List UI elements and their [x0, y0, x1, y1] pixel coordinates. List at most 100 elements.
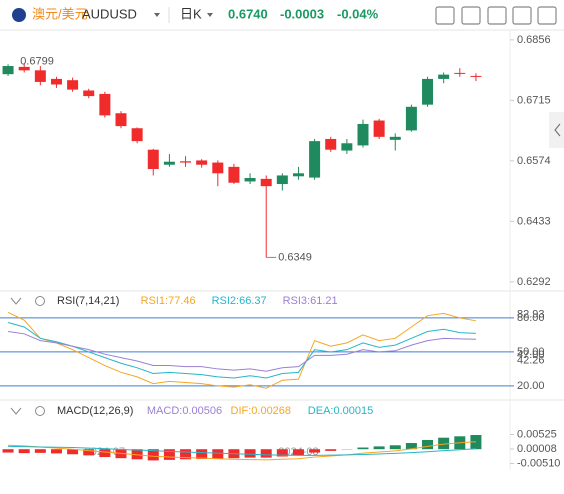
- macd-bar: [34, 449, 46, 453]
- y-tick-label: 0.00008: [517, 443, 557, 455]
- side-tab[interactable]: [549, 112, 564, 148]
- y-tick-label: 80.00: [517, 312, 545, 324]
- candle-body: [147, 149, 159, 170]
- macd-bar: [18, 449, 30, 454]
- macd-bar: [357, 447, 369, 450]
- candle-body: [163, 161, 175, 165]
- legend-entry: MACD:0.00506: [147, 405, 222, 417]
- symbol[interactable]: AUDUSD: [82, 6, 137, 21]
- y-tick-label: 0.6433: [517, 215, 551, 227]
- period[interactable]: 日K: [180, 6, 202, 21]
- candle-body: [341, 143, 353, 151]
- candle-body: [276, 175, 288, 185]
- series-line: [8, 445, 476, 456]
- side-arrow[interactable]: [554, 123, 561, 137]
- legend-entry: RSI2:66.37: [212, 295, 267, 307]
- candle-body: [212, 162, 224, 174]
- high-label: 0.6799: [20, 55, 54, 67]
- macd-bar: [196, 449, 208, 460]
- y-tick-label: 0.6292: [517, 276, 551, 288]
- flag-icon: [12, 8, 26, 22]
- legend-entry: DEA:0.00015: [308, 405, 373, 417]
- tool-button[interactable]: [435, 6, 455, 25]
- candle-body: [309, 141, 321, 178]
- value-marker: 47.00: [517, 349, 545, 361]
- value-marker: 82.93: [517, 309, 545, 321]
- settings-icon[interactable]: [35, 296, 45, 306]
- panel-title: RSI(7,14,21): [57, 295, 119, 307]
- candle-body: [67, 80, 79, 90]
- macd-bar: [405, 443, 417, 450]
- dropdown-arrow[interactable]: [154, 13, 160, 17]
- tool-button[interactable]: [461, 6, 481, 25]
- collapse-icon[interactable]: [10, 407, 22, 415]
- macd-bar: [163, 449, 175, 460]
- settings-icon[interactable]: [35, 406, 45, 416]
- candle-body: [83, 90, 95, 97]
- candle-body: [244, 178, 256, 182]
- candle-body: [196, 160, 208, 165]
- candle-body: [131, 128, 143, 142]
- candle-body: [325, 138, 337, 150]
- macd-bar: [422, 439, 434, 450]
- series-line: [8, 441, 476, 461]
- y-tick-label: 20.00: [517, 380, 545, 392]
- candle-body: [357, 123, 369, 146]
- candle-body: [115, 113, 127, 127]
- value-marker: 42.26: [517, 355, 545, 367]
- macd-bar: [212, 449, 224, 459]
- candle-body: [373, 120, 385, 137]
- candle-body: [228, 166, 240, 183]
- macd-bar: [373, 446, 385, 450]
- candle-body: [99, 93, 111, 116]
- change-pct: -0.04%: [337, 6, 379, 21]
- macd-bar: [389, 445, 401, 450]
- candle-body: [438, 74, 450, 79]
- collapse-icon[interactable]: [10, 297, 22, 305]
- tool-button[interactable]: [512, 6, 532, 25]
- candle-body: [180, 161, 192, 163]
- macd-bar: [292, 449, 304, 456]
- y-tick-label: 0.6715: [517, 94, 551, 106]
- macd-bar: [2, 449, 14, 453]
- candle-body: [470, 75, 482, 77]
- y-tick-label: 0.6856: [517, 34, 551, 46]
- macd-bar: [260, 449, 272, 458]
- y-tick-label: 0.00525: [517, 428, 557, 440]
- macd-bar: [67, 449, 79, 455]
- legend-entry: RSI1:77.46: [141, 295, 196, 307]
- candle-body: [34, 70, 46, 82]
- y-tick-label: 0.6574: [517, 155, 551, 167]
- macd-bar: [244, 449, 256, 458]
- y-tick-label: -0.00510: [517, 457, 560, 469]
- macd-bar: [438, 437, 450, 450]
- y-tick-label: 50.00: [517, 346, 545, 358]
- candle-body: [2, 66, 14, 75]
- macd-bar: [325, 449, 337, 451]
- series-line: [7, 321, 476, 379]
- macd-bar: [309, 449, 321, 453]
- candle-body: [389, 136, 401, 140]
- macd-bar: [147, 449, 159, 461]
- macd-bar: [276, 449, 288, 457]
- macd-bar: [50, 449, 62, 454]
- candle-body: [260, 178, 272, 187]
- change: -0.0003: [280, 6, 324, 21]
- candle-body: [454, 72, 466, 74]
- tool-button[interactable]: [537, 6, 557, 25]
- macd-bar: [131, 449, 143, 460]
- macd-bar: [83, 449, 95, 456]
- pair-name[interactable]: 澳元/美元: [32, 6, 88, 21]
- tool-button[interactable]: [487, 6, 507, 25]
- candle-body: [50, 78, 62, 85]
- panel-title: MACD(12,26,9): [57, 405, 133, 417]
- candle-body: [292, 173, 304, 177]
- price: 0.6740: [228, 6, 268, 21]
- candle-body: [405, 106, 417, 131]
- legend-entry: RSI3:61.21: [283, 295, 338, 307]
- series-line: [7, 311, 477, 389]
- dropdown-arrow[interactable]: [207, 13, 213, 17]
- low-label: 0.6349: [278, 251, 312, 263]
